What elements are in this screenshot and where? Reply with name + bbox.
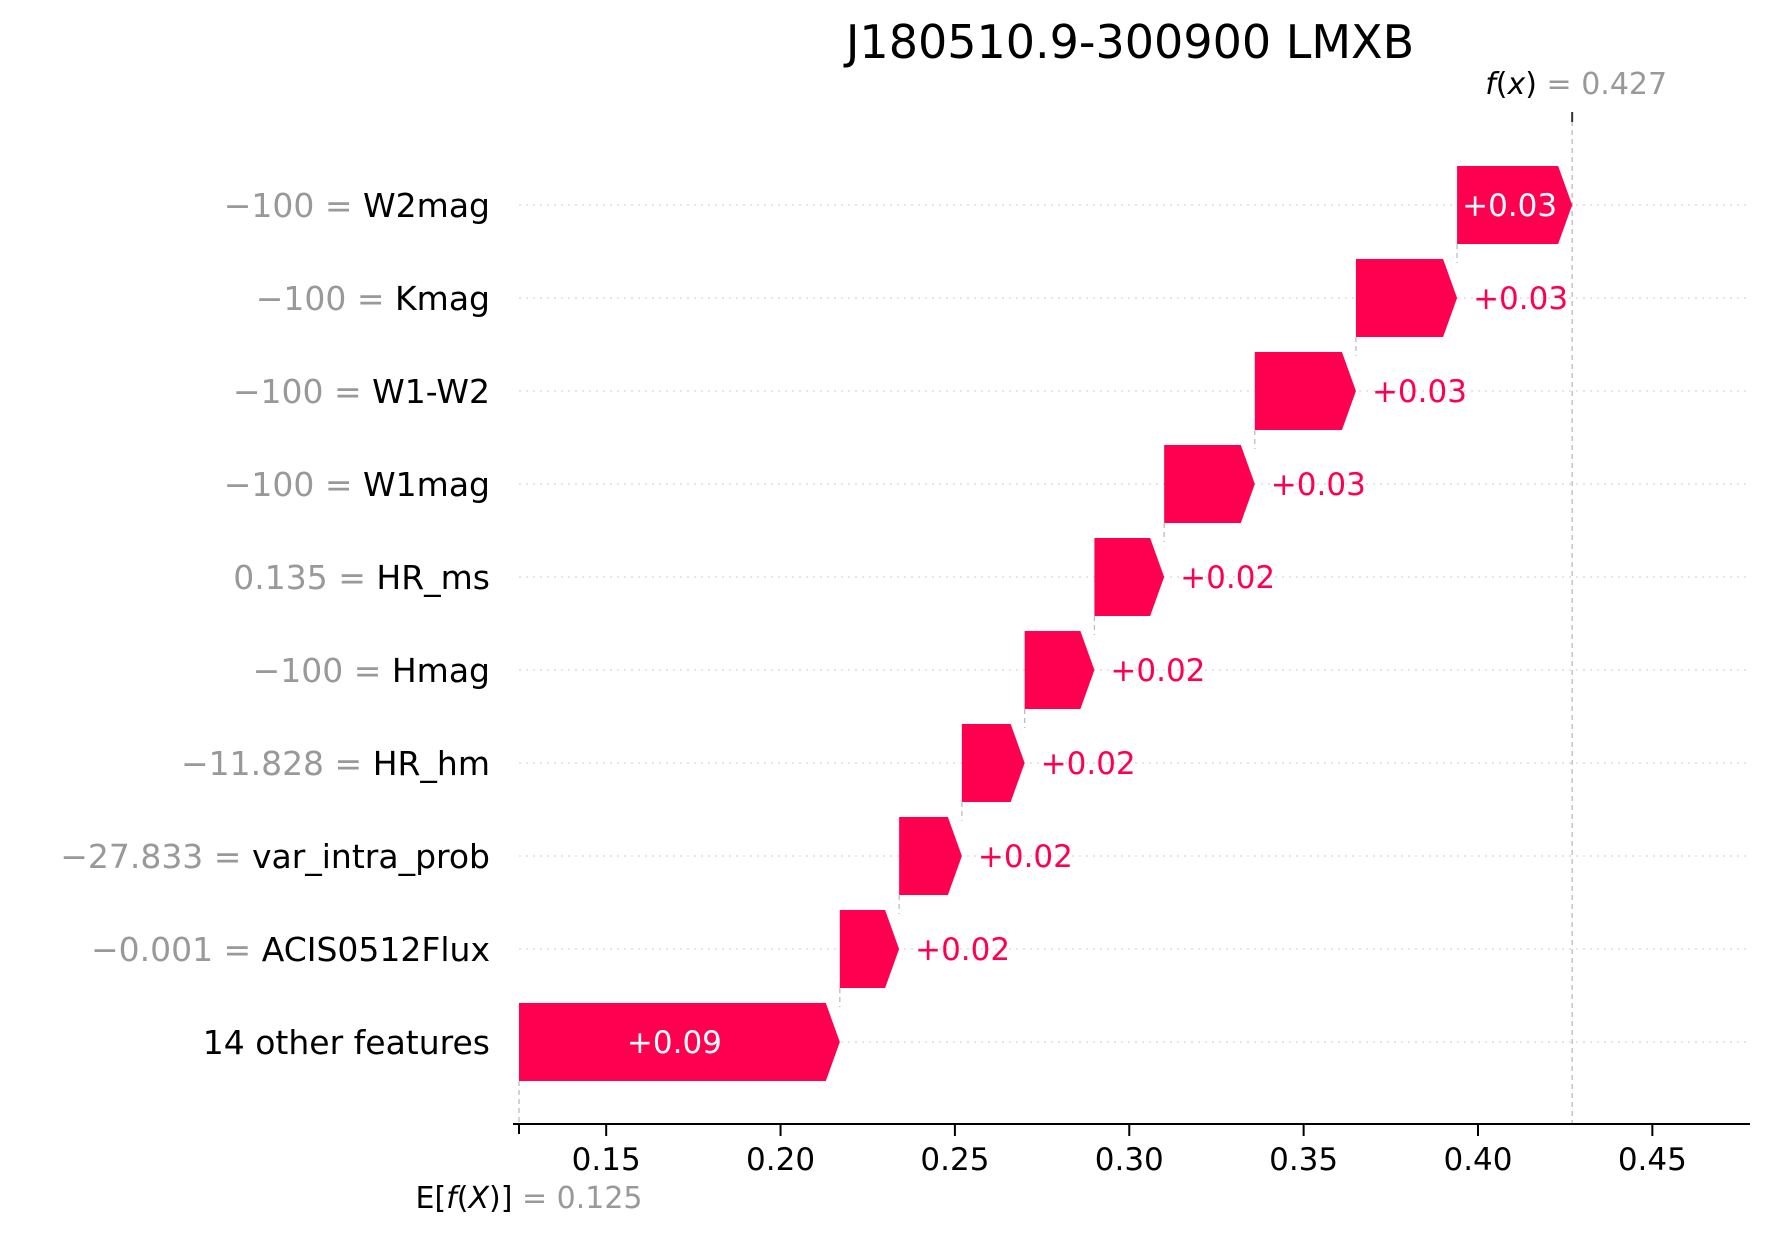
x-tick-label: 0.30 <box>1095 1142 1164 1178</box>
bar-value-label: +0.02 <box>915 932 1010 968</box>
feature-labels: −100 = W2mag −100 = Kmag −100 = W1-W2 −100 … <box>60 186 490 1062</box>
feature-label: −100 = W2mag <box>224 186 490 225</box>
bar-value-label: +0.03 <box>1473 281 1568 317</box>
x-tick-label: 0.20 <box>746 1142 815 1178</box>
x-tick-label: 0.45 <box>1618 1142 1687 1178</box>
bar <box>839 910 900 988</box>
x-axis: 0.15 0.20 0.25 0.30 0.35 0.40 0.45 <box>513 1123 1750 1178</box>
x-tick-label: 0.35 <box>1269 1142 1338 1178</box>
output-value-annotation: f(x) = 0.427 <box>1485 67 1667 102</box>
bar-value-label: +0.09 <box>627 1025 722 1061</box>
chart-title: J180510.9-300900 LMXB <box>843 15 1414 69</box>
connectors <box>518 112 1574 1124</box>
bar <box>1094 538 1165 616</box>
annotations: E[f(X)] = 0.125 f(x) = 0.427 <box>415 67 1667 1216</box>
feature-label: −100 = W1mag <box>224 465 490 504</box>
bar-value-label: +0.03 <box>1271 467 1366 503</box>
feature-label: −0.001 = ACIS0512Flux <box>91 930 490 969</box>
feature-label: −100 = Hmag <box>253 651 490 690</box>
feature-label: −100 = W1-W2 <box>233 372 490 411</box>
bar <box>1355 259 1458 337</box>
bar <box>1254 352 1356 430</box>
base-value-annotation: E[f(X)] = 0.125 <box>415 1181 642 1216</box>
feature-label: −11.828 = HR_hm <box>181 744 490 783</box>
x-tick-label: 0.40 <box>1443 1142 1512 1178</box>
bar-value-label: +0.02 <box>978 839 1073 875</box>
bar <box>519 1003 840 1081</box>
x-tick-label: 0.15 <box>572 1142 641 1178</box>
bar-value-label: +0.03 <box>1462 188 1557 224</box>
bar <box>1164 445 1255 523</box>
feature-label: −27.833 = var_intra_prob <box>60 837 490 876</box>
bar <box>1024 631 1095 709</box>
bar <box>1457 166 1573 244</box>
feature-label: 14 other features <box>203 1023 490 1062</box>
feature-label: 0.135 = HR_ms <box>233 558 490 597</box>
bar-value-label: +0.02 <box>1041 746 1136 782</box>
bar-value-label: +0.02 <box>1180 560 1275 596</box>
feature-label: −100 = Kmag <box>256 279 490 318</box>
bar-value-label: +0.02 <box>1110 653 1205 689</box>
gridlines <box>519 204 1750 1043</box>
x-tick-label: 0.25 <box>920 1142 989 1178</box>
bar-value-label: +0.03 <box>1372 374 1467 410</box>
bar <box>899 817 962 895</box>
bar <box>961 724 1025 802</box>
bars: +0.03 +0.03 +0.03 +0.03 +0.02 +0.02 +0.02 +0.02… <box>519 166 1573 1081</box>
